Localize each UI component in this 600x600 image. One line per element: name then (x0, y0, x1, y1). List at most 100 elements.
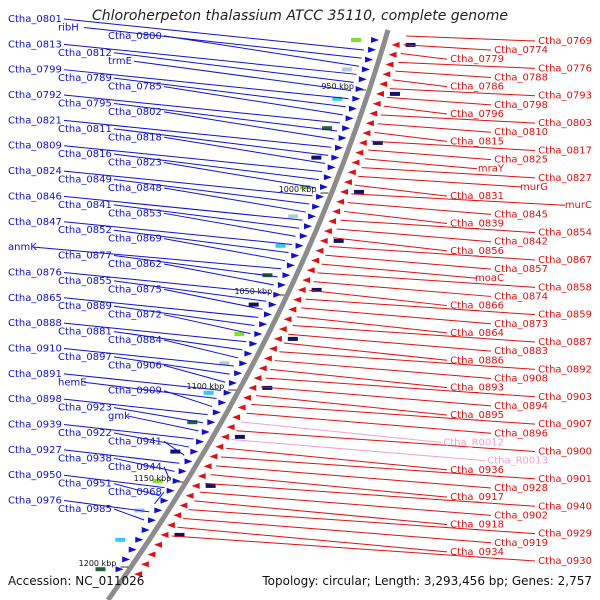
gene-label: Ctha_0881 (58, 327, 112, 338)
gene-label: Ctha_0923 (58, 403, 112, 414)
forward-gene-arrow (218, 399, 227, 406)
gene-label: Ctha_0888 (8, 318, 62, 329)
gene-leader-line (364, 158, 478, 170)
summary-text: Topology: circular; Length: 3,293,456 bp… (262, 574, 592, 588)
gene-leader-line (251, 403, 536, 425)
gene-leader-line (63, 69, 349, 100)
gene-leader-line (386, 96, 492, 106)
gene-label: Ctha_0823 (108, 158, 162, 169)
gene-label: Ctha_R0012 (443, 437, 504, 448)
gene-leader-line (113, 102, 338, 132)
gene-block (152, 479, 163, 483)
gene-leader-line (283, 342, 448, 361)
forward-gene-arrow (312, 203, 321, 210)
forward-gene-arrow (172, 478, 181, 484)
forward-gene-arrow (308, 213, 317, 220)
gene-block (115, 537, 126, 542)
forward-gene-arrow (338, 135, 347, 141)
gene-label: Ctha_0894 (494, 401, 548, 412)
gene-leader-line (380, 114, 536, 124)
gene-leader-line (163, 339, 239, 359)
reverse-gene-arrow (306, 267, 315, 274)
gene-label: Ctha_0909 (108, 386, 162, 397)
gene-leader-line (63, 424, 194, 440)
reverse-gene-arrow (315, 247, 324, 254)
gene-leader-line (113, 128, 329, 156)
gene-leader-line (63, 373, 222, 391)
gene-leader-line (163, 187, 306, 213)
gene-leader-line (377, 123, 492, 133)
forward-gene-arrow (295, 242, 304, 249)
forward-gene-arrow (327, 164, 336, 171)
gene-label: Ctha_0875 (108, 284, 162, 295)
gene-label: Ctha_0900 (538, 447, 592, 458)
gene-leader-line (113, 407, 204, 424)
gene-leader-line (221, 456, 536, 480)
gene-label: Ctha_0889 (58, 301, 112, 312)
reverse-gene-arrow (191, 482, 200, 489)
forward-gene-arrow (277, 282, 286, 288)
gene-leader-line (199, 491, 492, 516)
gene-leader-line (163, 364, 226, 383)
gene-label: Ctha_0812 (58, 48, 112, 59)
gene-label: Ctha_0864 (450, 328, 504, 339)
gene-label: Ctha_0798 (494, 100, 548, 111)
gene-label: murG (520, 182, 548, 193)
genome-backbone (105, 29, 391, 600)
kbp-label: 1000 kbp (279, 185, 317, 194)
gene-label: Ctha_0831 (450, 191, 504, 202)
gene-block (333, 238, 344, 243)
gene-leader-line (354, 184, 448, 197)
gene-label: Ctha_R0013 (487, 456, 548, 467)
gene-leader-line (321, 263, 478, 279)
reverse-gene-arrow (242, 394, 251, 401)
gene-leader-line (389, 88, 536, 97)
gene-label: Ctha_0891 (8, 369, 62, 380)
gene-leader-line (274, 360, 492, 380)
reverse-gene-arrow (263, 355, 272, 362)
gene-leader-line (63, 398, 208, 416)
gene-leader-line (113, 77, 346, 108)
gene-label: Ctha_0809 (8, 141, 62, 152)
reverse-gene-arrow (343, 179, 352, 186)
reverse-gene-arrow (347, 169, 356, 176)
forward-gene-arrow (154, 507, 163, 514)
reverse-gene-arrow (166, 522, 175, 529)
gene-label: Ctha_0927 (8, 445, 62, 456)
gene-leader-line (133, 60, 352, 92)
gene-block (95, 567, 106, 572)
gene-label: Ctha_0896 (494, 428, 548, 439)
forward-gene-arrow (263, 311, 272, 318)
gene-leader-line (313, 281, 492, 297)
forward-gene-arrow (178, 468, 187, 475)
reverse-gene-arrow (258, 365, 267, 372)
right-label-leaders (171, 35, 566, 562)
gene-leader-line (163, 288, 263, 310)
reverse-gene-arrow (358, 139, 367, 146)
gene-block (234, 434, 245, 439)
gene-leader-line (63, 119, 332, 148)
gene-leader-line (154, 491, 165, 505)
forward-gene-arrow (122, 556, 131, 563)
gene-label: Ctha_0922 (58, 428, 112, 439)
gene-label: Ctha_0862 (108, 259, 162, 270)
gene-label: Ctha_0813 (8, 39, 62, 50)
gene-label: Ctha_0810 (494, 127, 548, 138)
reverse-gene-arrow (319, 237, 328, 244)
gene-leader-line (113, 229, 289, 254)
gene-leader-line (351, 193, 566, 206)
forward-gene-arrow (299, 233, 308, 239)
reverse-gene-arrow (154, 541, 163, 548)
forward-gene-arrow (190, 448, 199, 455)
forward-gene-arrow (335, 144, 344, 151)
reverse-gene-arrow (323, 228, 332, 235)
gene-block (322, 126, 333, 131)
gene-label: Ctha_0811 (58, 124, 112, 135)
reverse-gene-arrow (273, 335, 282, 342)
kbp-label: 950 kbp (321, 82, 354, 91)
gene-leader-line (63, 94, 341, 124)
gene-leader-line (63, 18, 365, 51)
gene-leader-line (163, 263, 275, 286)
reverse-gene-arrow (340, 188, 349, 195)
